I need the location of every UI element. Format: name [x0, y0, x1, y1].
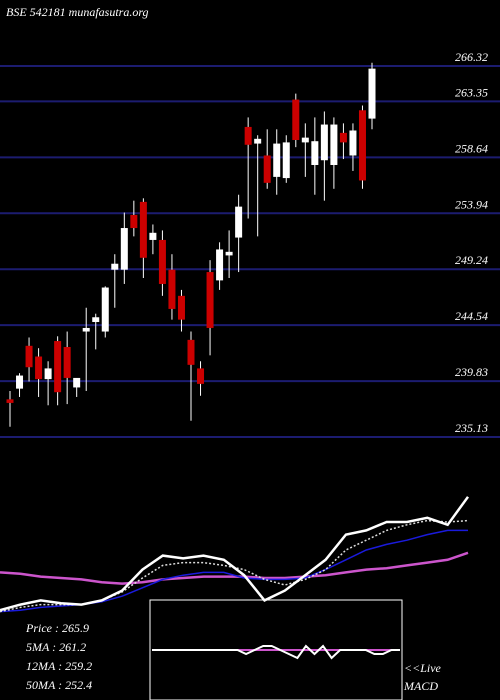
candle-body: [6, 399, 14, 403]
y-tick-label: 244.54: [455, 309, 488, 323]
indicator-line: [0, 529, 468, 613]
y-tick-label: 239.83: [455, 365, 488, 379]
candle-body: [111, 263, 119, 270]
candle-body: [254, 138, 262, 144]
y-tick-label: 253.94: [455, 197, 488, 211]
candle-body: [130, 214, 138, 229]
macd-line: [152, 644, 400, 660]
candle-body: [158, 239, 166, 284]
candle-body: [311, 141, 319, 165]
candle-body: [358, 110, 366, 181]
candle-body: [73, 377, 81, 388]
legend-text: 50MA : 252.4: [26, 678, 92, 692]
candle-body: [44, 368, 52, 380]
candle-body: [82, 327, 90, 332]
candle-body: [339, 132, 347, 143]
candle-body: [54, 341, 62, 393]
candle-body: [168, 269, 176, 309]
candle-body: [368, 68, 376, 119]
candle-body: [330, 124, 338, 165]
candle-body: [225, 251, 233, 256]
candle-body: [177, 295, 185, 320]
candle-body: [101, 287, 109, 332]
legend-text: Price : 265.9: [25, 621, 89, 635]
candle-body: [120, 228, 128, 270]
indicator-line: [0, 551, 469, 585]
candle-body: [320, 124, 328, 161]
candle-body: [349, 130, 357, 156]
candle-body: [187, 339, 195, 365]
candle-body: [206, 272, 214, 328]
candle-body: [149, 232, 157, 240]
legend-text: 5MA : 261.2: [26, 640, 86, 654]
candle-body: [16, 375, 24, 389]
candle-body: [216, 249, 224, 281]
candle-body: [139, 201, 147, 258]
candle-body: [263, 155, 271, 183]
candle-body: [292, 99, 300, 141]
candle-body: [92, 317, 100, 323]
candle-body: [301, 137, 309, 143]
candle-body: [35, 356, 43, 380]
macd-title: MACD: [403, 679, 438, 693]
y-tick-label: 266.32: [455, 50, 488, 64]
y-tick-label: 258.64: [455, 141, 488, 155]
candle-body: [235, 206, 243, 238]
chart-title: BSE 542181 munafasutra.org: [6, 5, 149, 19]
legend-text: 12MA : 259.2: [26, 659, 92, 673]
macd-box: [149, 599, 403, 700]
y-tick-label: 235.13: [455, 421, 488, 435]
macd-note: <<Live: [404, 661, 442, 675]
candle-body: [244, 126, 252, 145]
candle-body: [197, 368, 205, 384]
y-tick-label: 263.35: [455, 85, 488, 99]
candle-body: [273, 143, 281, 177]
y-tick-label: 249.24: [455, 253, 488, 267]
candle-body: [282, 142, 290, 179]
candle-body: [63, 346, 71, 378]
indicator-line: [0, 496, 470, 612]
candle-body: [25, 345, 33, 368]
